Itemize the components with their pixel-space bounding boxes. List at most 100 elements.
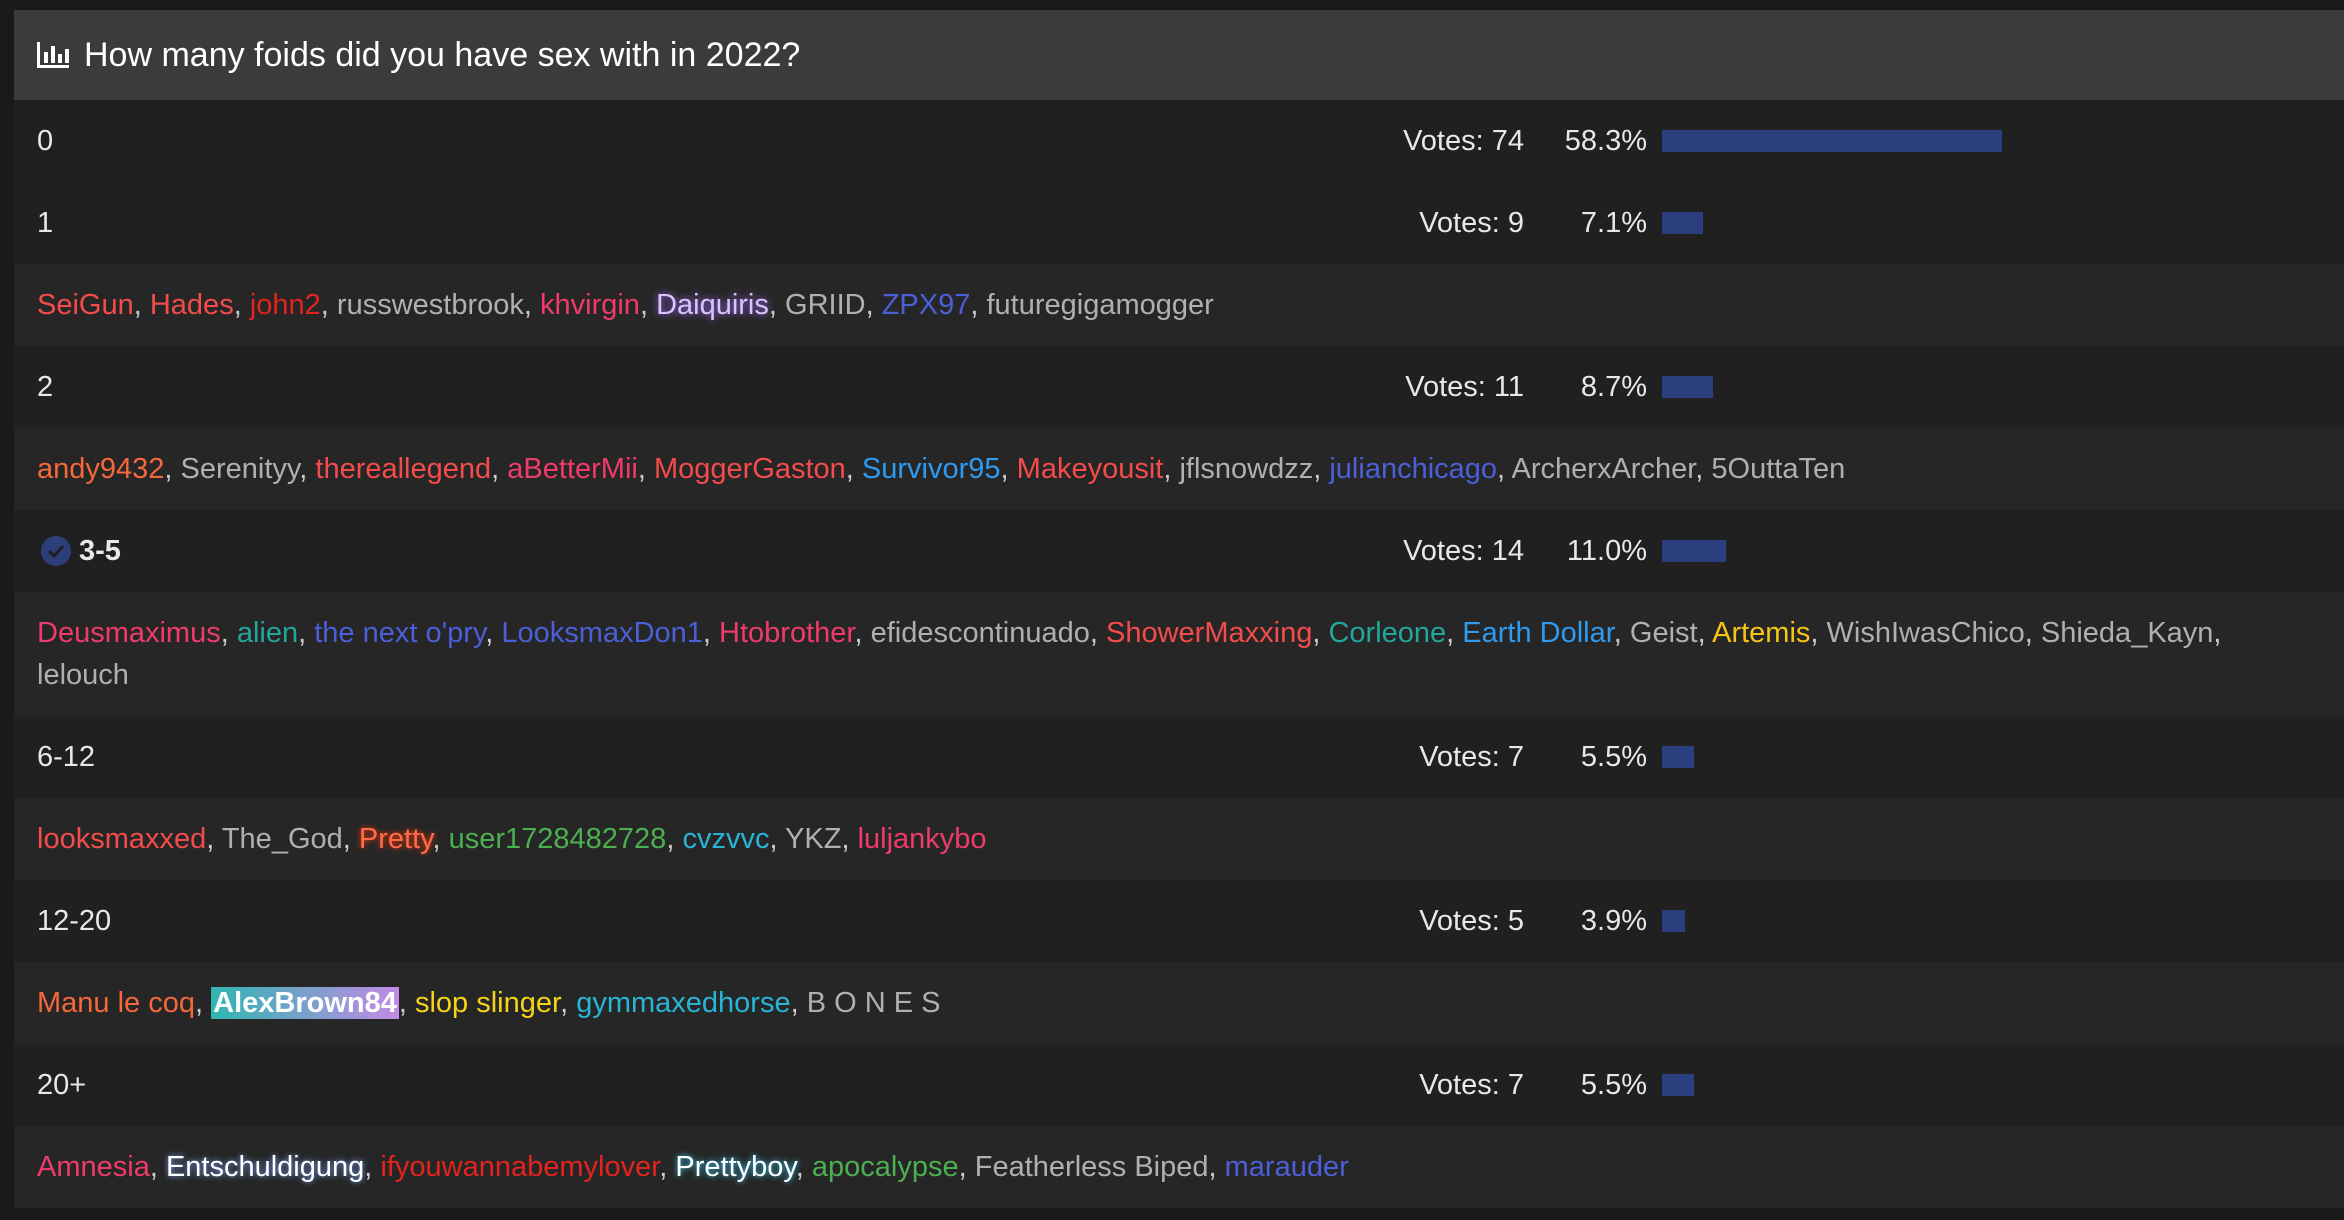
- voter-username-link[interactable]: looksmaxxed: [37, 823, 207, 855]
- voter-username-link[interactable]: alien: [236, 617, 299, 649]
- voter-username-link[interactable]: Prettyboy: [675, 1151, 796, 1183]
- separator: ,: [149, 1151, 166, 1183]
- voter-username-link[interactable]: aBetterMii: [507, 453, 638, 485]
- voter-username-link[interactable]: Manu le coq: [37, 987, 195, 1019]
- voter-username-link[interactable]: Entschuldigung: [165, 1151, 365, 1183]
- poll-title: How many foids did you have sex with in …: [84, 35, 801, 74]
- vote-bar: [1662, 212, 2222, 234]
- vote-bar-fill: [1662, 746, 1694, 768]
- vote-bar-fill: [1662, 376, 1713, 398]
- voter-list: Manu le coq, AlexBrown84, slop slinger, …: [14, 962, 2344, 1044]
- voter-username-link[interactable]: andy9432: [37, 453, 165, 485]
- voter-username-link[interactable]: ArcherxArcher: [1511, 453, 1696, 485]
- voter-username-link[interactable]: AlexBrown84: [211, 987, 399, 1019]
- separator: ,: [666, 823, 683, 855]
- voter-username-link[interactable]: Daiquiris: [656, 289, 769, 321]
- option-label-text: 20+: [37, 1068, 87, 1101]
- voter-username-link[interactable]: cvzvvc: [682, 823, 770, 855]
- separator: ,: [1000, 453, 1017, 485]
- vote-count: Votes: 11: [1405, 370, 1524, 403]
- voter-username-link[interactable]: john2: [249, 289, 321, 321]
- separator: ,: [320, 289, 337, 321]
- poll-option: 20+ Votes: 7 5.5%: [14, 1044, 2344, 1126]
- option-label: 20+: [37, 1069, 86, 1102]
- vote-bar: [1662, 746, 2222, 768]
- voter-username-link[interactable]: Artemis: [1712, 617, 1811, 649]
- voter-username-link[interactable]: MoggerGaston: [653, 453, 846, 485]
- vote-percentage: 58.3%: [1564, 124, 1647, 157]
- voter-username-link[interactable]: ZPX97: [881, 289, 971, 321]
- separator: ,: [841, 823, 858, 855]
- vote-count: Votes: 7: [1419, 740, 1524, 773]
- voter-username-link[interactable]: lelouch: [37, 659, 129, 691]
- voter-username-link[interactable]: WishIwasChico: [1826, 617, 2025, 649]
- option-label: 3-5: [37, 535, 121, 568]
- voter-username-link[interactable]: Deusmaximus: [37, 617, 221, 649]
- voter-username-link[interactable]: gymmaxedhorse: [576, 987, 791, 1019]
- option-label: 12-20: [37, 905, 111, 938]
- voter-username-link[interactable]: the next o'pry: [314, 617, 486, 649]
- voter-username-link[interactable]: luljankybo: [857, 823, 987, 855]
- voter-username-link[interactable]: efidescontinuado: [870, 617, 1090, 649]
- separator: ,: [233, 289, 250, 321]
- poll-option: 3-5 Votes: 14 11.0%: [14, 510, 2344, 592]
- voter-username-link[interactable]: Earth Dollar: [1462, 617, 1614, 649]
- separator: ,: [342, 823, 359, 855]
- separator: ,: [220, 617, 237, 649]
- separator: ,: [637, 453, 654, 485]
- voter-username-link[interactable]: Htobrother: [719, 617, 855, 649]
- option-label: 6-12: [37, 741, 95, 774]
- voter-username-link[interactable]: marauder: [1224, 1151, 1349, 1183]
- voter-username-link[interactable]: ifyouwannabemylover: [380, 1151, 660, 1183]
- separator: ,: [1446, 617, 1463, 649]
- voter-username-link[interactable]: Shieda_Kayn: [2040, 617, 2214, 649]
- poll-option: 0 Votes: 74 58.3%: [14, 100, 2344, 182]
- vote-bar-fill: [1662, 540, 1726, 562]
- vote-bar: [1662, 540, 2222, 562]
- vote-count: Votes: 74: [1403, 124, 1524, 157]
- voter-username-link[interactable]: ShowerMaxxing: [1106, 617, 1313, 649]
- voter-username-link[interactable]: Amnesia: [37, 1151, 150, 1183]
- voter-username-link[interactable]: GRIID: [785, 289, 866, 321]
- voter-list: andy9432, Serenityy, thereallegend, aBet…: [14, 428, 2344, 510]
- voter-username-link[interactable]: user1728482728: [448, 823, 667, 855]
- voter-username-link[interactable]: Makeyousit: [1016, 453, 1164, 485]
- voter-username-link[interactable]: thereallegend: [315, 453, 492, 485]
- voter-username-link[interactable]: Hades: [149, 289, 234, 321]
- separator: ,: [298, 617, 315, 649]
- voter-username-link[interactable]: Survivor95: [861, 453, 1001, 485]
- voter-username-link[interactable]: Geist: [1629, 617, 1698, 649]
- voter-username-link[interactable]: futuregigamogger: [986, 289, 1214, 321]
- separator: ,: [195, 987, 212, 1019]
- voter-username-link[interactable]: Corleone: [1328, 617, 1447, 649]
- voter-username-link[interactable]: YKZ: [785, 823, 842, 855]
- voter-username-link[interactable]: jflsnowdzz: [1179, 453, 1314, 485]
- voter-list: Amnesia, Entschuldigung, ifyouwannabemyl…: [14, 1126, 2344, 1208]
- separator: ,: [795, 1151, 812, 1183]
- voter-username-link[interactable]: slop slinger: [414, 987, 561, 1019]
- voter-username-link[interactable]: LooksmaxDon1: [501, 617, 703, 649]
- separator: ,: [432, 823, 449, 855]
- voter-username-link[interactable]: Serenityy: [180, 453, 300, 485]
- voter-username-link[interactable]: 5OuttaTen: [1711, 453, 1846, 485]
- voter-username-link[interactable]: apocalypse: [811, 1151, 959, 1183]
- voter-username-link[interactable]: Pretty: [358, 823, 433, 855]
- poll-body: 0 Votes: 74 58.3% 1 Votes: 9 7.1% SeiGun, Hade…: [14, 100, 2344, 1208]
- voter-username-link[interactable]: russwestbrook: [336, 289, 524, 321]
- voter-username-link[interactable]: B O N E S: [806, 987, 941, 1019]
- voter-list: looksmaxxed, The_God, Pretty, user172848…: [14, 798, 2344, 880]
- checkmark-icon: [41, 536, 71, 566]
- separator: ,: [560, 987, 577, 1019]
- option-label-text: 3-5: [79, 534, 121, 567]
- voter-username-link[interactable]: SeiGun: [37, 289, 134, 321]
- voter-username-link[interactable]: The_God: [221, 823, 343, 855]
- voter-username-link[interactable]: khvirgin: [540, 289, 640, 321]
- voter-username-link[interactable]: Featherless Biped: [974, 1151, 1209, 1183]
- option-label-text: 1: [37, 206, 54, 239]
- separator: ,: [639, 289, 657, 321]
- option-label: 2: [37, 371, 53, 404]
- voter-username-link[interactable]: julianchicago: [1329, 453, 1498, 485]
- vote-bar: [1662, 1074, 2222, 1096]
- separator: ,: [364, 1151, 381, 1183]
- separator: ,: [398, 987, 415, 1019]
